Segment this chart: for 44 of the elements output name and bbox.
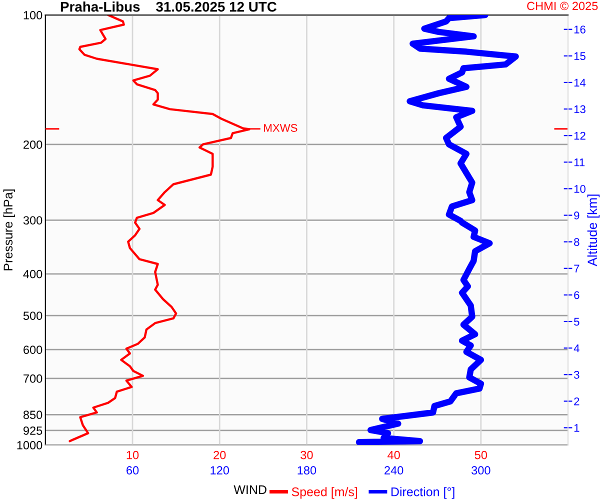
- y-tick-label: 925: [24, 426, 42, 435]
- y2-tick-label: 14: [574, 78, 586, 86]
- y-tick-label: 300: [23, 216, 42, 225]
- y2-tick-label: 16: [574, 26, 586, 34]
- legend-label: Direction [°]: [391, 487, 454, 499]
- y2-tick-label: 3: [574, 370, 580, 379]
- y-tick-label: 700: [24, 374, 42, 383]
- y2-tick-label: 7: [574, 264, 580, 272]
- x2-tick-label: 300: [472, 466, 490, 475]
- y-tick-label: 400: [23, 270, 42, 278]
- y2-tick-label: 5: [574, 318, 580, 326]
- y2-tick-label: 12: [574, 132, 586, 140]
- x-tick-label: 50: [474, 450, 488, 460]
- x-tick-label: 20: [214, 450, 226, 460]
- legend-label: Speed [m/s]: [292, 487, 358, 499]
- y2-tick-label: 2: [574, 397, 580, 406]
- text: CHMI © 2025: [527, 2, 598, 10]
- y2-tick-label: 13: [574, 105, 586, 114]
- y2-tick-label: 11: [574, 158, 585, 166]
- x-tick-label: 40: [388, 450, 400, 460]
- y-axis-title: Pressure [hPa]: [3, 190, 15, 270]
- y2-tick-label: 8: [574, 238, 580, 246]
- y-tick-label: 600: [24, 346, 42, 354]
- y-tick-label: 100: [24, 11, 42, 20]
- y-tick-label: 200: [24, 140, 42, 149]
- x-tick-label: 10: [126, 450, 139, 460]
- chart-title: Praha-Libus 31.05.2025 12 UTC: [60, 2, 277, 12]
- x2-tick-label: 180: [298, 466, 316, 475]
- x-tick-label: 30: [300, 450, 313, 460]
- y2-tick-label: 6: [574, 291, 580, 300]
- y2-tick-label: 9: [574, 212, 580, 220]
- y2-tick-label: 15: [574, 52, 586, 60]
- x2-tick-label: 120: [210, 466, 230, 475]
- y2-tick-label: 10: [574, 184, 586, 193]
- y-tick-label: 850: [23, 410, 42, 420]
- y-tick-label: 500: [23, 312, 42, 320]
- y2-tick-label: 1: [574, 424, 580, 432]
- y2-tick-label: 4: [574, 344, 580, 352]
- x2-tick-label: 240: [384, 466, 404, 475]
- y2-axis-title: Altitude [km]: [587, 194, 600, 266]
- ref-line-label: MXWS: [264, 124, 298, 132]
- x-axis-title: WIND: [234, 485, 266, 494]
- x2-tick-label: 60: [126, 466, 139, 475]
- y-tick-label: 1000: [17, 441, 42, 450]
